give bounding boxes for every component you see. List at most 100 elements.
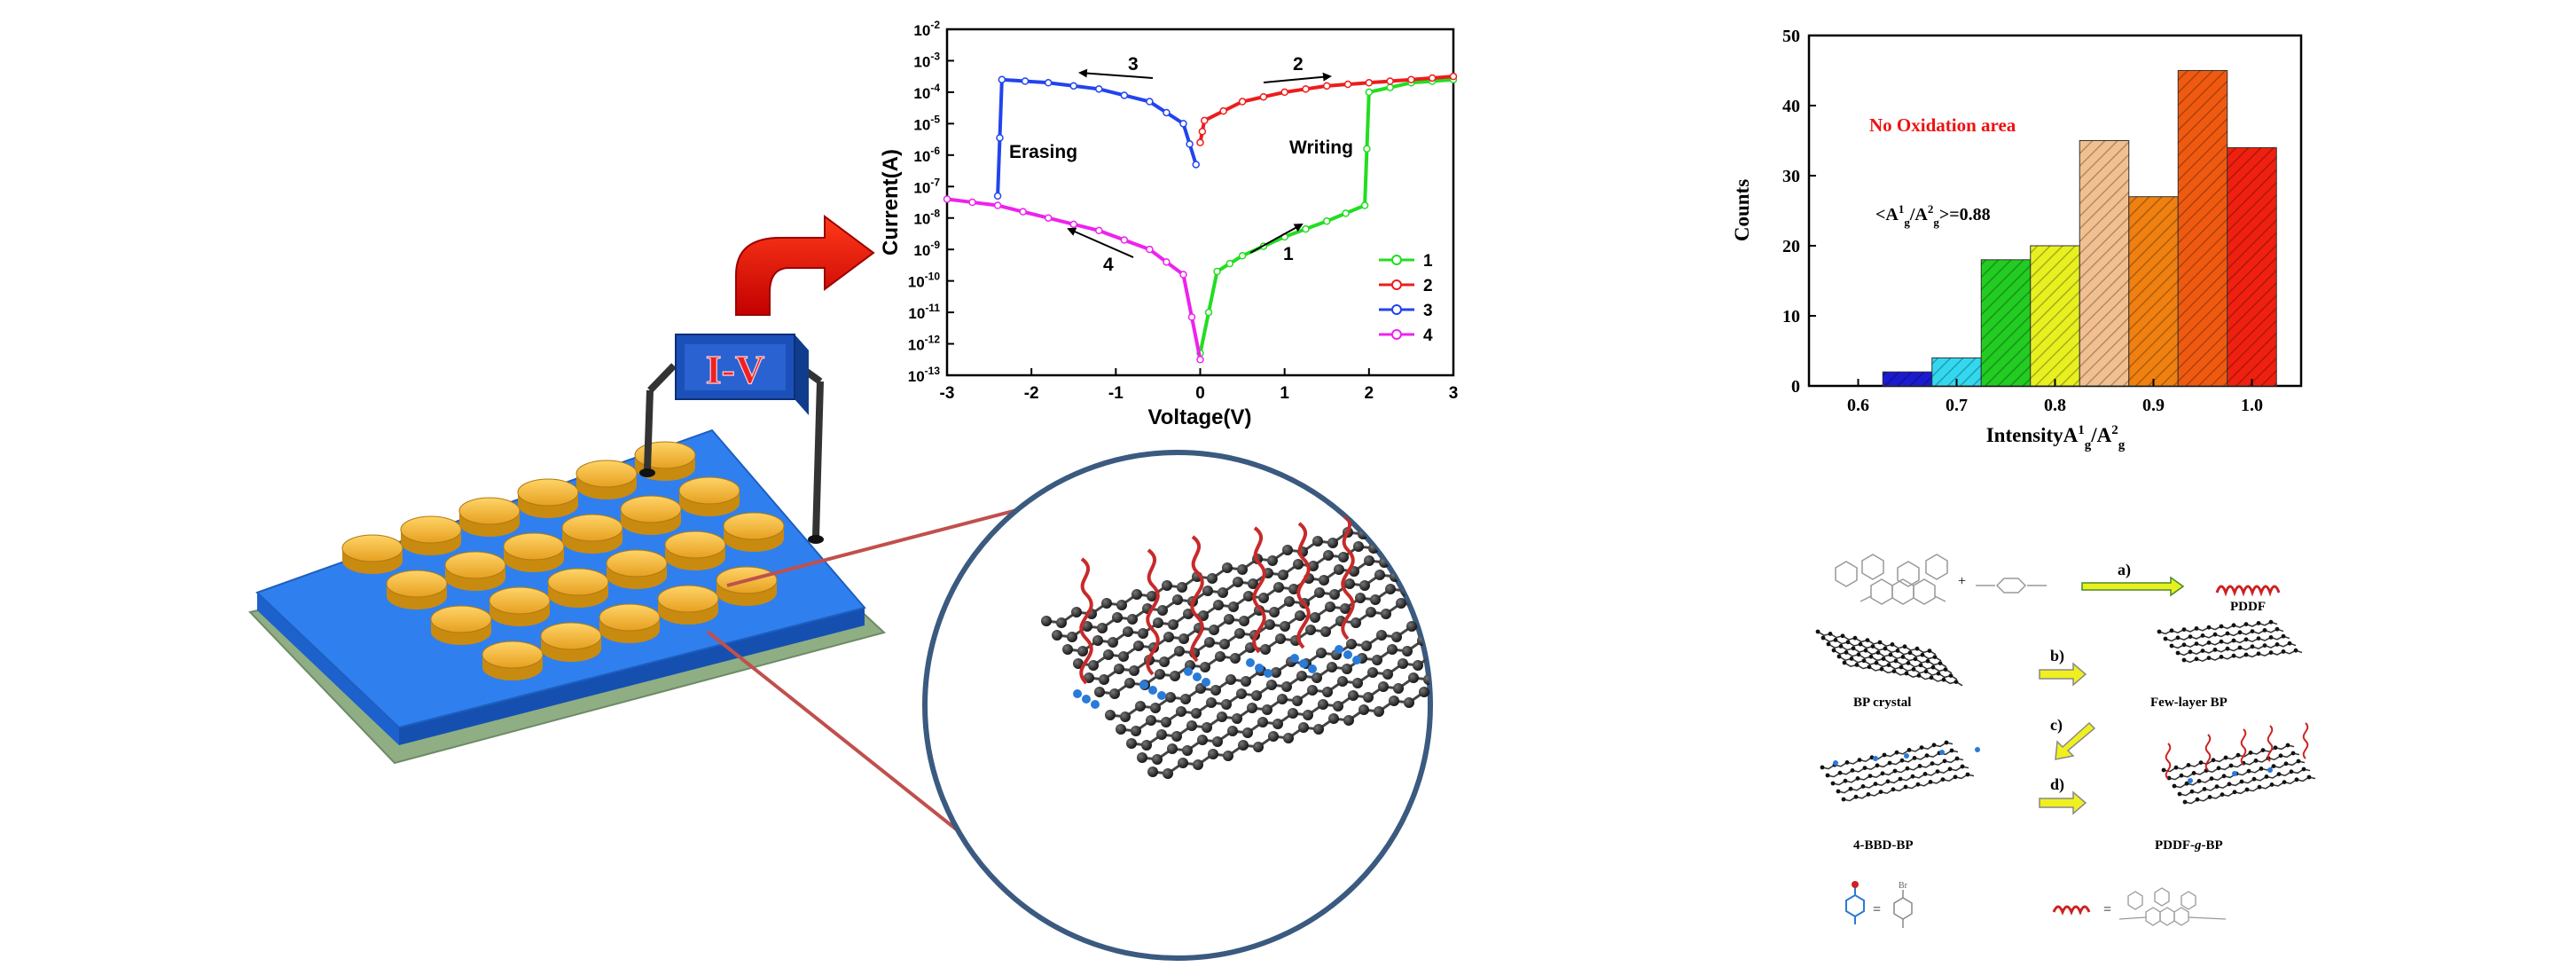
phosphorus-atom: [1275, 633, 1286, 644]
phosphorus-atom: [1088, 660, 1099, 671]
phosphorus-atom: [1067, 632, 1077, 642]
phosphorus-atom: [1484, 656, 1494, 667]
sheet-atom: [2194, 626, 2199, 631]
iv-point: [1095, 85, 1103, 93]
phosphorus-atom: [1385, 584, 1396, 594]
hist-ytick-label: 10: [1782, 307, 1800, 326]
phosphorus-atom: [1271, 667, 1281, 678]
phosphorus-atom: [1232, 713, 1242, 724]
sheet-atom: [2172, 783, 2177, 789]
phosphorus-atom: [1209, 625, 1219, 635]
sheet-atom: [1825, 773, 1830, 778]
phosphorus-atom: [1280, 621, 1290, 632]
polymer-chain: [1146, 548, 1160, 676]
phosphorus-atom: [1202, 722, 1212, 733]
sheet-atom: [2262, 628, 2267, 633]
sheet-atom: [1880, 771, 1885, 776]
polymer-chain: [1252, 526, 1266, 654]
phosphorus-atom: [1228, 601, 1239, 612]
pddf-g-bp-sheet: [2161, 722, 2316, 805]
linker-atom: [1139, 680, 1148, 689]
sheet-atom: [1855, 776, 1860, 781]
phosphorus-atom: [1241, 676, 1251, 687]
sheet-atom: [1915, 782, 1921, 787]
sheet-atom: [1870, 644, 1875, 649]
sheet-atom: [2175, 635, 2181, 641]
zoom-line-upper: [726, 499, 1052, 587]
phosphorus-atom: [1138, 628, 1148, 639]
phosphorus-atom: [1353, 541, 1364, 552]
phosphorus-atom: [1207, 573, 1218, 584]
gold-pad: [657, 585, 719, 625]
iv-series-line-3: [996, 77, 1198, 196]
phosphorus-atom: [1260, 644, 1271, 655]
phosphorus-atom: [1248, 578, 1258, 589]
phosphorus-atom: [1200, 662, 1210, 672]
iv-point: [1120, 91, 1129, 99]
iv-ytick-label: 10-10: [908, 271, 941, 291]
phosphorus-atom: [1396, 598, 1406, 609]
iv-point: [1407, 75, 1415, 83]
iv-point: [1360, 201, 1369, 209]
sheet-atom: [1917, 764, 1922, 768]
phosphorus-atom: [1253, 742, 1264, 752]
sheet-atom: [1867, 774, 1873, 778]
sheet-atom: [1866, 792, 1871, 797]
sheet-polymer: [2204, 734, 2212, 771]
sheet-atom: [1940, 777, 1946, 782]
phosphorus-atom: [1266, 680, 1277, 690]
iv-ytick-label: 10-3: [913, 50, 940, 70]
phosphorus-atom: [1153, 617, 1163, 628]
sheet-atom: [1899, 664, 1904, 670]
sheet-atom: [1913, 656, 1918, 662]
phosphorus-atom: [1251, 690, 1262, 701]
iv-ytick-label: 10-2: [913, 19, 940, 39]
phosphorus-atom: [1413, 660, 1423, 671]
sheet-atom: [2212, 648, 2218, 652]
iv-point: [1323, 217, 1331, 225]
phosphorus-atom: [1372, 655, 1382, 665]
phosphorus-atom: [1156, 729, 1167, 740]
phosphorus-atom: [1363, 692, 1374, 703]
sheet-atom: [2184, 781, 2189, 786]
sheet-atom: [1861, 658, 1867, 664]
phosphorus-atom: [1327, 538, 1338, 548]
sheet-atom: [1851, 646, 1856, 651]
histogram-bar-hatch: [2227, 147, 2277, 386]
polymer-chain: [1190, 535, 1204, 663]
sheet-atom: [2275, 642, 2280, 647]
step-a-label: a): [2118, 561, 2131, 579]
legend-label: 4: [1423, 326, 1433, 345]
phosphorus-atom: [1206, 697, 1217, 708]
phosphorus-atom: [1393, 683, 1404, 694]
sheet-atom: [1941, 677, 1946, 682]
phosphorus-atom: [1406, 621, 1417, 632]
phosphorus-atom: [1223, 751, 1233, 761]
phosphorus-atom: [1176, 706, 1186, 717]
phosphorus-atom: [1333, 701, 1343, 711]
iv-point: [1044, 79, 1053, 87]
phosphorus-atom: [1468, 655, 1479, 665]
gold-pad: [716, 566, 778, 606]
phosphorus-atom: [1099, 674, 1109, 685]
iv-point: [1342, 209, 1350, 217]
phosphorus-atom: [1458, 641, 1468, 651]
legend-equals-1: =: [1873, 902, 1881, 917]
sheet-atom: [2195, 797, 2200, 802]
phosphorus-atom: [1328, 713, 1339, 724]
phosphorus-atom: [1202, 586, 1213, 596]
phosphorus-atom: [1269, 607, 1280, 617]
zoom-circle: [922, 450, 1494, 961]
phosphorus-atom: [1471, 582, 1482, 593]
gold-pad: [606, 549, 668, 589]
phosphorus-atom: [1394, 546, 1405, 557]
sheet-atom: [2157, 629, 2162, 634]
hist-xtick-label: 1.0: [2241, 396, 2263, 415]
sheet-atom: [2181, 627, 2187, 632]
phosphorus-atom: [1167, 743, 1178, 754]
phosphorus-atom: [1288, 708, 1298, 719]
iv-ytick-label: 10-5: [913, 113, 940, 133]
sheet-atom: [1875, 763, 1880, 768]
sheet-polymer: [2165, 743, 2172, 780]
phosphorus-atom: [1135, 701, 1146, 711]
